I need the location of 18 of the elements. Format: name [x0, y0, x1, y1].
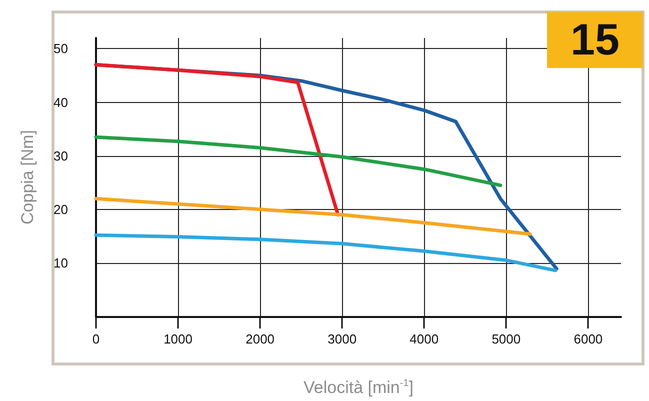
annotation: 15 — [570, 16, 620, 64]
x-tick-label: 2000 — [246, 332, 275, 346]
y-tick-label: 30 — [54, 148, 68, 164]
y-tick-label: 10 — [54, 255, 68, 270]
x-tick-label: 6000 — [574, 332, 603, 346]
x-tick-label: 0 — [92, 332, 100, 346]
y-tick-label: 20 — [54, 202, 68, 217]
x-tick-label: 3000 — [328, 332, 357, 346]
line-series — [94, 196, 532, 236]
y-tick-label: 50 — [54, 41, 68, 56]
x-tick-label: 5000 — [492, 332, 521, 346]
y-axis-title: Coppia [Nm] — [18, 130, 37, 224]
line-series — [94, 135, 502, 188]
x-tick-label: 4000 — [410, 332, 439, 346]
line-series — [94, 233, 558, 272]
y-tick-label: 40 — [54, 94, 68, 110]
line-series — [94, 63, 340, 216]
x-tick-label: 1000 — [164, 332, 192, 346]
